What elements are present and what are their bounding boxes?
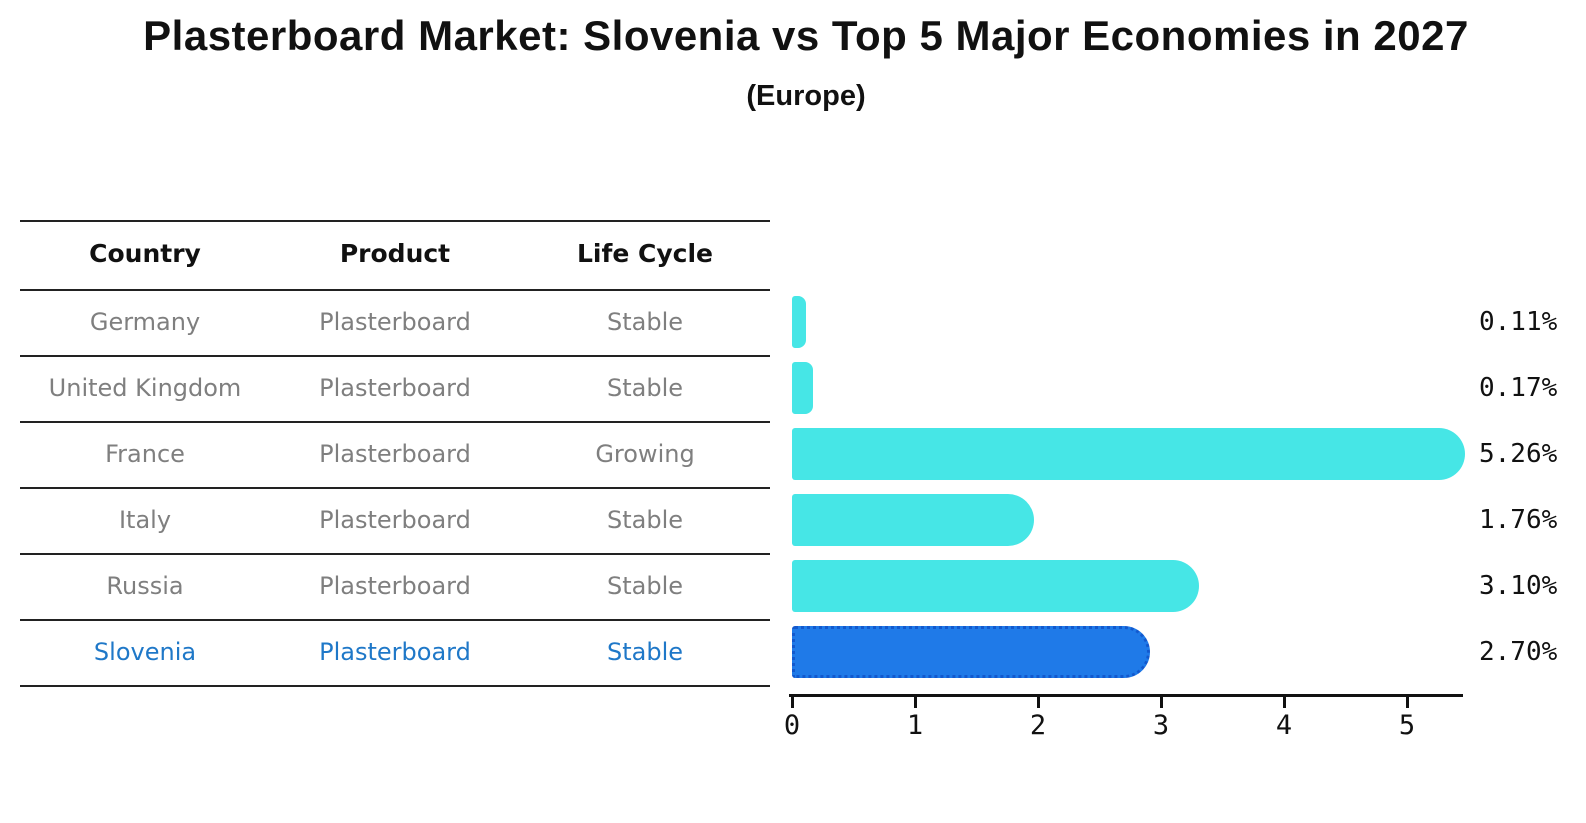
table-cell-product: Plasterboard: [319, 308, 471, 336]
table-cell-life-cycle: Stable: [606, 506, 684, 534]
table-cell-life-cycle: Growing: [595, 440, 695, 468]
table-cell-life-cycle: Stable: [606, 374, 684, 402]
chart-subtitle: (Europe): [746, 80, 866, 112]
table-cell-country: United Kingdom: [48, 374, 242, 402]
row-separator-line: [20, 487, 770, 489]
x-axis-line: [789, 694, 1463, 697]
value-label: 3.10%: [1479, 571, 1558, 601]
bar: [792, 428, 1465, 480]
row-separator-line: [20, 355, 770, 357]
table-bottom-border: [20, 685, 770, 687]
table-cell-country: France: [105, 440, 185, 468]
x-tick-label: 2: [1029, 710, 1047, 741]
row-separator-line: [20, 553, 770, 555]
value-label: 5.26%: [1479, 439, 1558, 469]
bar: [792, 560, 1200, 612]
table-header-country: Country: [89, 239, 201, 268]
value-label: 0.11%: [1479, 307, 1558, 337]
x-tick-label: 1: [906, 710, 924, 741]
x-tick: [1037, 697, 1040, 708]
table-cell-product: Plasterboard: [319, 440, 471, 468]
table-top-border: [20, 220, 770, 222]
table-cell-product: Plasterboard: [319, 374, 471, 402]
table-cell-product: Plasterboard: [319, 572, 471, 600]
x-tick: [1406, 697, 1409, 708]
x-tick-label: 0: [783, 710, 801, 741]
table-cell-product: Plasterboard: [319, 638, 471, 666]
row-separator-line: [20, 289, 770, 291]
table-cell-country: Italy: [118, 506, 172, 534]
chart-title: Plasterboard Market: Slovenia vs Top 5 M…: [143, 12, 1469, 59]
table-header-product: Product: [339, 239, 451, 268]
bar: [792, 296, 806, 348]
x-tick-label: 3: [1152, 710, 1170, 741]
bar: [792, 494, 1035, 546]
x-tick-label: 5: [1398, 710, 1416, 741]
table-cell-life-cycle: Stable: [606, 572, 684, 600]
table-cell-life-cycle: Stable: [606, 638, 684, 666]
table-cell-product: Plasterboard: [319, 506, 471, 534]
row-separator-line: [20, 619, 770, 621]
value-label: 0.17%: [1479, 373, 1558, 403]
value-label: 1.76%: [1479, 505, 1558, 535]
table-cell-country: Germany: [89, 308, 201, 336]
table-cell-life-cycle: Stable: [606, 308, 684, 336]
x-tick: [791, 697, 794, 708]
table-cell-country: Russia: [106, 572, 184, 600]
x-tick: [1160, 697, 1163, 708]
table-cell-country: Slovenia: [93, 638, 197, 666]
table-header-life-cycle: Life Cycle: [576, 239, 714, 268]
x-tick: [914, 697, 917, 708]
bar: [792, 362, 813, 414]
row-separator-line: [20, 421, 770, 423]
value-label: 2.70%: [1479, 637, 1558, 667]
highlight-bar: [792, 626, 1151, 678]
x-tick-label: 4: [1275, 710, 1293, 741]
x-tick: [1283, 697, 1286, 708]
